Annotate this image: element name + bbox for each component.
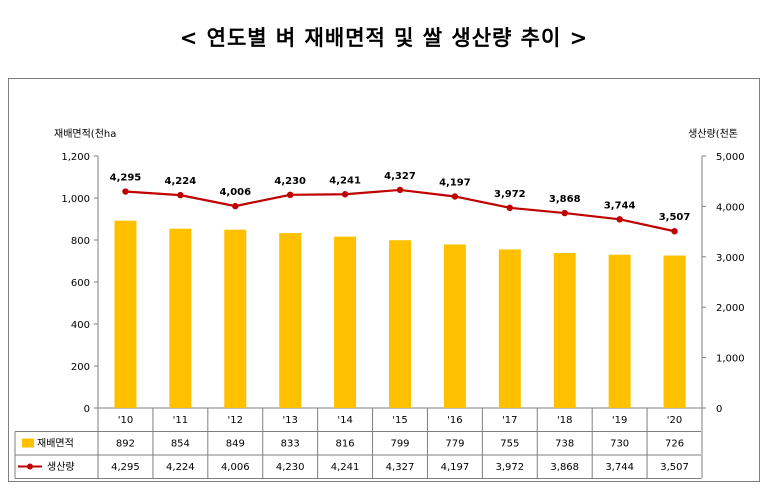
bar-'16 [443,244,466,408]
table-cell-area: 854 [171,439,190,450]
x-tick-label: '19 [612,415,627,426]
table-cell-production: 4,241 [331,462,360,473]
line-data-label: 4,241 [329,175,361,186]
table-cell-production: 3,972 [495,462,524,473]
table-cell-area: 799 [390,439,409,450]
y-left-tick-label: 200 [71,362,90,373]
line-data-label: 4,197 [439,177,471,188]
table-cell-area: 755 [500,439,519,450]
x-tick-label: '16 [447,415,462,426]
line-point-'12 [232,202,239,210]
legend-label-area: 재배면적 [37,438,74,450]
line-point-'14 [341,191,349,198]
line-data-label: 4,327 [384,171,416,182]
table-cell-area: 779 [445,439,464,450]
table-cell-area: 849 [226,439,245,450]
x-tick-label: '13 [282,415,297,426]
table-cell-production: 3,744 [605,462,634,473]
line-data-label: 4,006 [219,187,251,198]
line-point-'11 [177,191,184,199]
line-data-label: 3,972 [494,189,526,200]
y-left-tick-label: 1,200 [61,152,90,163]
line-point-'10 [122,188,129,195]
line-point-'16 [451,193,459,200]
line-point-'13 [286,191,294,199]
table-cell-area: 730 [610,439,629,450]
table-cell-area: 833 [281,439,300,450]
bar-'15 [389,240,411,408]
line-data-label: 4,295 [110,173,142,184]
x-tick-label: '10 [118,415,133,426]
table-cell-production: 4,230 [276,462,305,473]
x-tick-label: '18 [557,415,572,426]
line-data-label: 4,230 [274,176,306,187]
bar-'20 [663,255,686,408]
line-data-label: 3,507 [659,212,691,223]
y-right-tick-label: 1,000 [716,354,745,365]
y-left-tick-label: 1,000 [61,194,90,205]
x-tick-label: '20 [667,415,682,426]
x-tick-label: '15 [392,415,407,426]
y-right-tick-label: 4,000 [716,202,745,213]
x-tick-label: '11 [173,415,188,426]
x-tick-label: '17 [502,415,517,426]
line-data-label: 3,744 [604,200,636,211]
line-point-'17 [506,204,514,212]
x-tick-label: '12 [228,415,243,426]
table-cell-area: 726 [665,439,684,450]
line-point-'15 [396,186,404,194]
bar-'14 [334,236,357,408]
table-cell-production: 4,006 [221,462,250,473]
y-left-tick-label: 0 [84,404,90,415]
bar-'11 [169,228,192,408]
line-point-'20 [671,228,678,235]
page-title: < 연도별 벼 재배면적 및 쌀 생산량 추이 > [179,26,589,50]
bar-'18 [553,253,576,408]
x-tick-label: '14 [337,415,352,426]
y-right-tick-label: 3,000 [716,253,745,264]
y-right-tick-label: 5,000 [716,152,745,163]
chart-frame [8,78,760,482]
y-right-tick-label: 0 [716,404,722,415]
y-right-tick-label: 2,000 [716,303,745,314]
legend-swatch-area [22,438,34,448]
table-cell-production: 4,295 [111,462,140,473]
legend-label-production: 생산량 [47,461,75,473]
table-cell-area: 816 [336,439,355,450]
bar-'13 [279,233,302,408]
legend-marker-production [27,463,33,470]
y-right-axis-label: 생산량(천톤 [688,128,738,140]
line-data-label: 4,224 [165,176,197,187]
table-cell-production: 3,507 [660,462,689,473]
y-left-axis-label: 재배면적(천ha [54,128,116,140]
table-cell-production: 3,868 [550,462,579,473]
table-cell-production: 4,327 [386,462,415,473]
bar-'10 [114,220,137,408]
bar-'12 [224,229,247,408]
table-cell-production: 4,224 [166,462,195,473]
y-left-tick-label: 400 [71,320,90,331]
line-data-label: 3,868 [549,194,581,205]
line-production [125,188,675,233]
table-cell-area: 892 [116,439,135,450]
bar-'17 [498,249,521,408]
y-left-tick-label: 800 [71,236,90,247]
table-cell-area: 738 [555,439,574,450]
y-left-tick-label: 600 [71,278,90,289]
line-point-'19 [616,216,623,223]
table-cell-production: 4,197 [441,462,470,473]
bar-'19 [608,254,631,408]
line-point-'18 [561,209,568,217]
